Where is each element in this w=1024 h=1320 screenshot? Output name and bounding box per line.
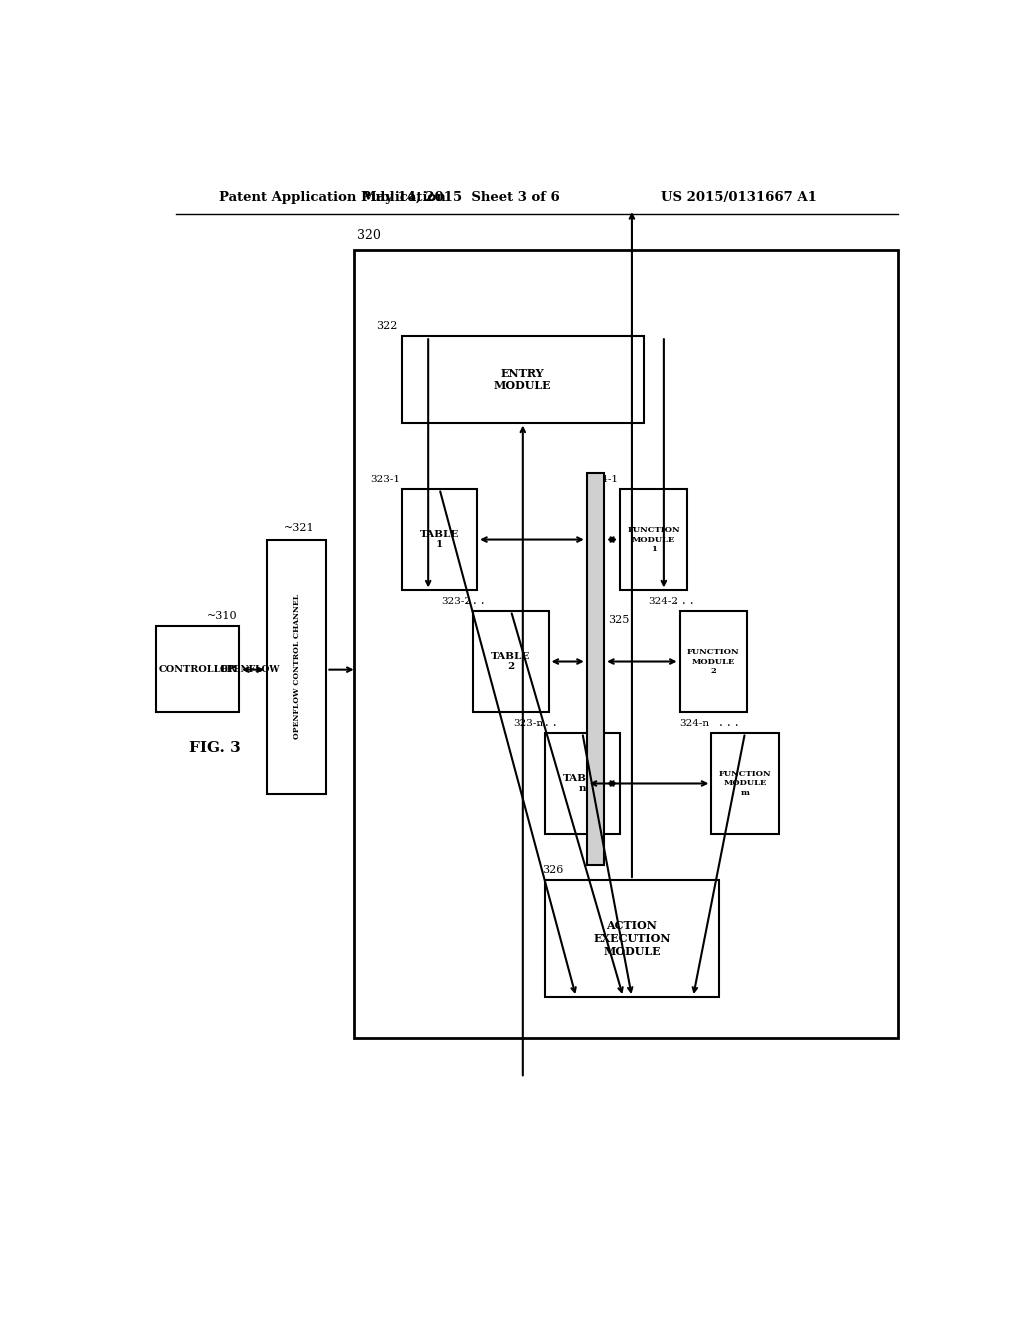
Bar	[545, 733, 621, 834]
Text: ENTRY
MODULE: ENTRY MODULE	[494, 367, 552, 391]
Bar	[545, 880, 719, 997]
Text: TABLE
n: TABLE n	[562, 774, 602, 793]
Text: ~310: ~310	[207, 611, 238, 620]
Text: FUNCTION
MODULE
1: FUNCTION MODULE 1	[628, 527, 680, 553]
Text: 323-1: 323-1	[371, 475, 400, 483]
Text: 324-1: 324-1	[589, 475, 618, 483]
Text: ~321: ~321	[284, 524, 314, 533]
Text: . . .: . . .	[537, 715, 556, 729]
Text: 324-2: 324-2	[648, 597, 678, 606]
Text: US 2015/0131667 A1: US 2015/0131667 A1	[662, 190, 817, 203]
Text: 324-n: 324-n	[680, 718, 710, 727]
Text: Patent Application Publication: Patent Application Publication	[219, 190, 446, 203]
Bar	[473, 611, 549, 713]
Text: TABLE
1: TABLE 1	[420, 529, 459, 549]
Bar	[354, 249, 898, 1038]
Bar	[712, 733, 779, 834]
Text: FUNCTION
MODULE
2: FUNCTION MODULE 2	[687, 648, 739, 675]
Text: CONTROLLER: CONTROLLER	[159, 665, 237, 673]
Bar	[620, 488, 687, 590]
Text: ACTION
EXECUTION
MODULE: ACTION EXECUTION MODULE	[593, 920, 671, 957]
Text: FIG. 3: FIG. 3	[189, 741, 242, 755]
Bar	[267, 540, 327, 793]
Text: OPENFLOW CONTROL CHANNEL: OPENFLOW CONTROL CHANNEL	[293, 594, 301, 739]
Text: 323-2: 323-2	[441, 597, 472, 606]
Bar	[401, 337, 644, 422]
Text: FUNCTION
MODULE
m: FUNCTION MODULE m	[719, 771, 771, 797]
Bar	[680, 611, 748, 713]
Bar	[156, 626, 240, 713]
Text: . . .: . . .	[465, 594, 485, 607]
Text: TABLE
2: TABLE 2	[492, 652, 530, 671]
Text: OPENFLOW: OPENFLOW	[219, 665, 280, 675]
Bar	[587, 474, 604, 865]
Text: 325: 325	[608, 615, 630, 624]
Text: 320: 320	[356, 228, 381, 242]
Text: . . .: . . .	[674, 594, 693, 607]
Text: 322: 322	[377, 321, 397, 331]
Text: 326: 326	[543, 865, 563, 875]
Text: May 14, 2015  Sheet 3 of 6: May 14, 2015 Sheet 3 of 6	[362, 190, 560, 203]
Text: . . .: . . .	[719, 715, 739, 729]
Text: 323-n: 323-n	[513, 718, 543, 727]
Bar	[401, 488, 477, 590]
